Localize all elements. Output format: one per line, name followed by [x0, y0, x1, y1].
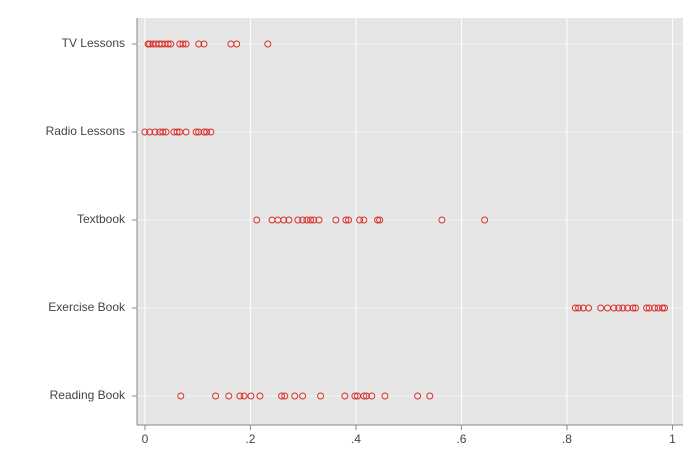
point [141, 128, 149, 136]
point [291, 392, 299, 400]
point [651, 304, 659, 312]
y-tick-label: Reading Book [50, 388, 126, 402]
point [299, 392, 307, 400]
point [310, 216, 318, 224]
point [200, 40, 208, 48]
point [159, 128, 167, 136]
point [345, 216, 353, 224]
point [264, 40, 272, 48]
x-tick-label: .2 [245, 432, 255, 446]
point [225, 392, 233, 400]
y-tick-label: Exercise Book [48, 300, 126, 314]
point [597, 304, 605, 312]
x-tick-label: 0 [142, 432, 149, 446]
point [195, 128, 203, 136]
point [632, 304, 640, 312]
y-tick-label: Radio Lessons [46, 124, 125, 138]
point [351, 392, 359, 400]
point [146, 128, 154, 136]
point [381, 392, 389, 400]
point [571, 304, 579, 312]
point [362, 392, 370, 400]
point [179, 40, 187, 48]
point [278, 392, 286, 400]
point [256, 392, 264, 400]
point [575, 304, 583, 312]
point [203, 128, 211, 136]
point [481, 216, 489, 224]
point [192, 128, 200, 136]
point [360, 216, 368, 224]
point [236, 392, 244, 400]
point [177, 392, 185, 400]
point [610, 304, 618, 312]
point [195, 40, 203, 48]
point [360, 392, 368, 400]
point [164, 40, 172, 48]
point [579, 304, 587, 312]
point [200, 128, 208, 136]
point [356, 216, 364, 224]
point [233, 40, 241, 48]
point [285, 216, 293, 224]
point [629, 304, 637, 312]
x-tick-label: .8 [562, 432, 572, 446]
point [368, 392, 376, 400]
point [341, 392, 349, 400]
x-tick-label: 1 [669, 432, 676, 446]
point [332, 216, 340, 224]
y-tick-label: Textbook [77, 212, 126, 226]
point [253, 216, 261, 224]
point [162, 128, 170, 136]
point [182, 40, 190, 48]
point [585, 304, 593, 312]
plot-area [137, 18, 683, 425]
point [303, 216, 311, 224]
point [281, 392, 289, 400]
y-tick-label: TV Lessons [62, 36, 125, 50]
point [342, 216, 350, 224]
point [294, 216, 302, 224]
point [643, 304, 651, 312]
point [315, 216, 323, 224]
point [619, 304, 627, 312]
x-tick-label: .4 [351, 432, 361, 446]
point [173, 128, 181, 136]
point [661, 304, 669, 312]
point [658, 304, 666, 312]
point [167, 40, 175, 48]
point [376, 216, 384, 224]
point [182, 128, 190, 136]
x-tick-label: .6 [456, 432, 466, 446]
point [624, 304, 632, 312]
point [280, 216, 288, 224]
point [307, 216, 315, 224]
point [151, 128, 159, 136]
point [426, 392, 434, 400]
point [438, 216, 446, 224]
point [374, 216, 382, 224]
point [247, 392, 255, 400]
point [414, 392, 422, 400]
point [212, 392, 220, 400]
point [645, 304, 653, 312]
point [615, 304, 623, 312]
point [317, 392, 325, 400]
point [207, 128, 215, 136]
point [240, 392, 248, 400]
point [299, 216, 307, 224]
